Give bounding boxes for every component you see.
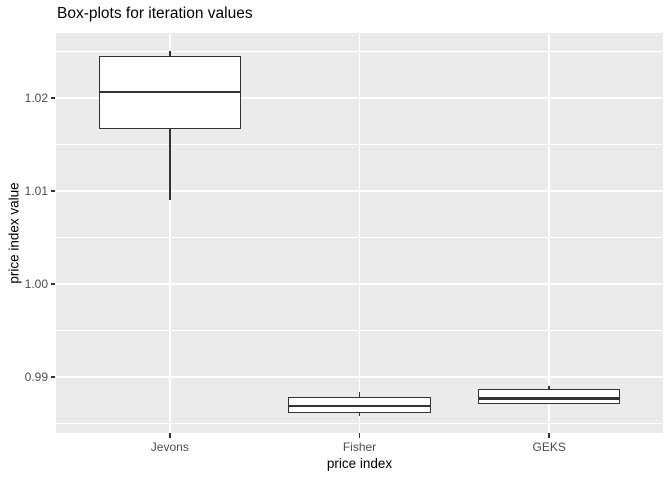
y-tick-label: 0.99 [24,370,48,385]
lower-whisker [169,128,171,200]
y-tick-mark [51,283,55,285]
y-tick-label: 1.02 [24,91,48,106]
y-tick-label: 1.00 [24,277,48,292]
x-tick-label: Fisher [342,440,377,454]
y-tick-label: 1.01 [24,184,48,199]
plot-panel [56,33,663,433]
x-axis-title: price index [326,456,393,471]
x-tick-label: GEKS [532,440,566,454]
y-tick-mark [51,190,55,192]
x-tick-mark [548,433,550,438]
upper-whisker [169,50,171,57]
y-tick-mark [51,376,55,378]
x-gridline [548,33,550,433]
upper-whisker [358,392,361,397]
median-line [98,90,241,93]
x-gridline [169,33,171,433]
upper-whisker [548,386,550,390]
median-line [478,397,621,400]
lower-whisker [358,413,361,417]
x-tick-mark [358,433,361,438]
y-tick-mark [51,97,55,99]
x-gridline [358,33,361,433]
x-tick-mark [169,433,171,438]
median-line [288,404,431,408]
chart-title: Box-plots for iteration values [57,5,253,22]
x-tick-label: Jevons [150,440,189,454]
box [478,389,621,405]
